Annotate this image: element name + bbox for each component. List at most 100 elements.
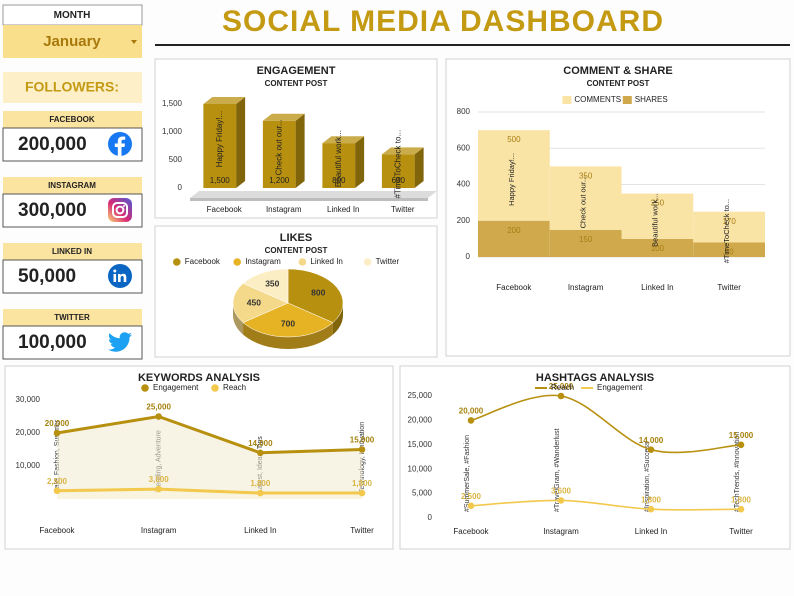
instagram-glyph bbox=[112, 202, 128, 218]
value-label: 3,000 bbox=[149, 475, 170, 484]
bar-side bbox=[295, 113, 305, 188]
y-tick-label: 0 bbox=[178, 183, 183, 192]
followers-title: FOLLOWERS: bbox=[25, 79, 119, 95]
legend-label: Reach bbox=[223, 383, 246, 392]
value-label: 15,000 bbox=[350, 436, 375, 445]
point bbox=[647, 446, 655, 453]
bar-annotation: Check out our... bbox=[274, 119, 283, 175]
point bbox=[358, 446, 366, 453]
x-tick-label: Linked In bbox=[327, 205, 359, 214]
x-tick-label: Facebook bbox=[39, 526, 75, 535]
step-area bbox=[478, 130, 550, 221]
value-label: 350 bbox=[579, 171, 593, 180]
pie-side bbox=[243, 322, 333, 349]
slice-label: 450 bbox=[247, 297, 261, 307]
value-label: 20,000 bbox=[45, 419, 70, 428]
legend-label: SHARES bbox=[635, 95, 668, 104]
y-tick-label: 1,500 bbox=[162, 99, 183, 108]
x-tick-label: Instagram bbox=[568, 283, 604, 292]
legend-label: Linked In bbox=[310, 257, 342, 266]
pie-slice bbox=[242, 268, 289, 304]
y-tick-label: 400 bbox=[457, 180, 471, 189]
y-tick-label: 25,000 bbox=[408, 391, 433, 400]
bar-side bbox=[414, 147, 424, 188]
point bbox=[467, 417, 475, 424]
bar-side bbox=[236, 97, 246, 188]
step-area bbox=[693, 211, 765, 243]
facebook-glyph bbox=[114, 136, 126, 156]
value-label: 25,000 bbox=[549, 382, 574, 391]
dropdown-caret[interactable] bbox=[131, 40, 137, 44]
floor bbox=[190, 191, 437, 198]
floor-edge bbox=[190, 198, 428, 201]
card-platform: LINKED IN bbox=[52, 247, 92, 256]
value-label: 100 bbox=[651, 244, 665, 253]
legend-label: COMMENTS bbox=[574, 95, 621, 104]
x-tick-label: Twitter bbox=[717, 283, 741, 292]
step-area bbox=[693, 242, 765, 257]
bar-top bbox=[322, 136, 365, 144]
month-select[interactable] bbox=[3, 25, 142, 58]
month-value[interactable]: January bbox=[43, 33, 101, 50]
point bbox=[53, 487, 61, 495]
x-tick-label: Facebook bbox=[496, 283, 532, 292]
card-count: 200,000 bbox=[18, 134, 87, 155]
y-tick-label: 20,000 bbox=[16, 428, 41, 437]
value-label: 1,800 bbox=[250, 479, 271, 488]
y-tick-label: 0 bbox=[466, 252, 471, 261]
bar-annotation: #TimeToCheck to... bbox=[393, 130, 402, 199]
area bbox=[57, 489, 362, 499]
post-annotation: Happy Friday!... bbox=[507, 153, 516, 206]
card-label-band bbox=[3, 177, 142, 194]
x-tick-label: Facebook bbox=[207, 205, 243, 214]
value-label: 150 bbox=[579, 235, 593, 244]
x-tick-label: Twitter bbox=[391, 205, 415, 214]
x-tick-label: Facebook bbox=[453, 527, 489, 536]
y-tick-label: 1,000 bbox=[162, 127, 183, 136]
pie-side bbox=[332, 303, 343, 335]
point bbox=[257, 489, 264, 497]
series-line bbox=[56, 487, 362, 495]
value-label: 80 bbox=[725, 248, 734, 257]
post-annotation: Check out our... bbox=[579, 176, 588, 229]
legend-label: Engagement bbox=[153, 383, 199, 392]
chart-title: HASHTAGS ANALYSIS bbox=[536, 372, 654, 384]
x-tick-label: Instagram bbox=[543, 527, 579, 536]
slice-label: 700 bbox=[281, 318, 295, 328]
point bbox=[53, 429, 61, 437]
y-tick-label: 200 bbox=[457, 216, 471, 225]
bar-top bbox=[262, 113, 305, 121]
post-annotation: #TimeToCheck to... bbox=[722, 199, 731, 263]
value-label: 1,800 bbox=[352, 479, 373, 488]
instagram-glyph bbox=[115, 205, 125, 215]
legend-label: Instagram bbox=[245, 257, 281, 266]
card-count: 300,000 bbox=[18, 200, 87, 221]
legend-label: Twitter bbox=[376, 257, 400, 266]
y-tick-label: 15,000 bbox=[408, 440, 433, 449]
y-tick-label: 800 bbox=[457, 107, 471, 116]
chart-subtitle: CONTENT POST bbox=[265, 79, 328, 88]
pie-slice bbox=[287, 268, 344, 323]
value-label: 20,000 bbox=[459, 407, 484, 416]
legend-marker bbox=[211, 384, 219, 392]
x-tick-label: Instagram bbox=[141, 526, 177, 535]
pie-slice bbox=[232, 283, 289, 323]
card-platform: FACEBOOK bbox=[49, 115, 95, 124]
post-annotation: Beautiful work... bbox=[650, 194, 659, 247]
dashboard-title: SOCIAL MEDIA DASHBOARD bbox=[222, 5, 664, 38]
area bbox=[57, 416, 362, 499]
bar bbox=[381, 154, 415, 188]
keyword-annotation: #Inspiration, #Success bbox=[644, 441, 651, 512]
step-area bbox=[549, 229, 622, 257]
step-area bbox=[549, 166, 622, 230]
bar-annotation: Happy Friday!... bbox=[215, 111, 224, 167]
pie-side bbox=[233, 303, 244, 335]
value-label: 800 bbox=[332, 176, 346, 185]
series-line bbox=[470, 499, 742, 511]
chart-title: COMMENT & SHARE bbox=[563, 65, 672, 77]
bar-top bbox=[203, 97, 246, 104]
point bbox=[155, 485, 162, 493]
value-label: 14,000 bbox=[639, 436, 664, 445]
linkedin-glyph bbox=[113, 269, 117, 273]
chart-title: KEYWORDS ANALYSIS bbox=[138, 372, 260, 384]
